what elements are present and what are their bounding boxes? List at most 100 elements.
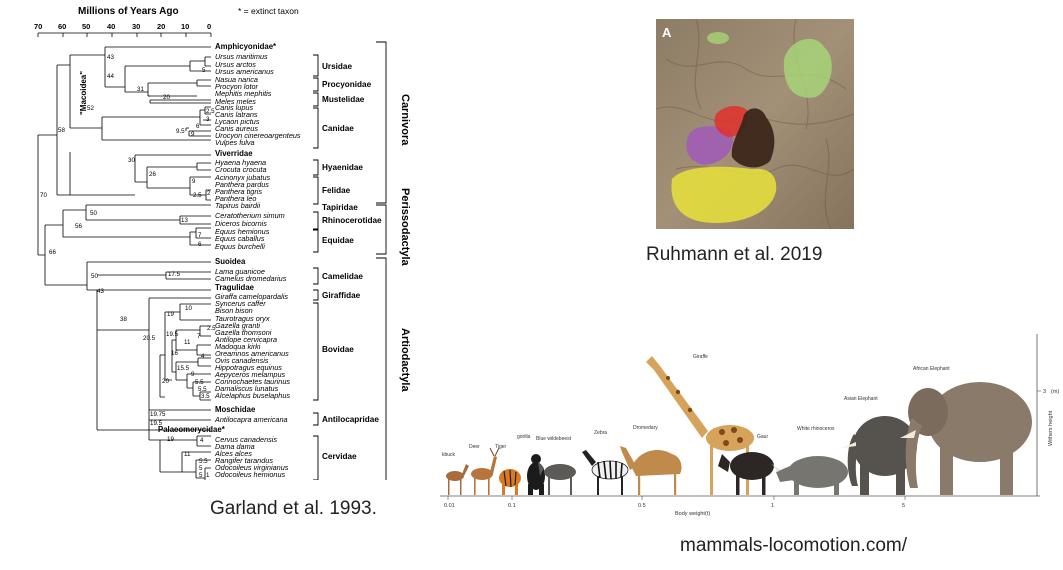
family-label: Camelidae [322, 272, 363, 281]
family-label: Canidae [322, 124, 354, 133]
family-labels: Ursidae Procyonidae Mustelidae Canidae H… [322, 62, 382, 461]
node-label: 26 [149, 171, 156, 178]
taxon-label: Odocoileus virginianus [215, 463, 289, 472]
springbok-figure [446, 464, 469, 495]
node-label: 5.5 [195, 379, 204, 386]
taxon-label: Ursus arctos [215, 60, 256, 69]
node-label: 10 [185, 305, 192, 312]
family-label: Felidae [322, 186, 351, 195]
node-label: 20.5 [143, 335, 156, 342]
node-label: 19.5 [150, 420, 163, 427]
animal-label: Giraffe [693, 354, 708, 360]
taxon-label: Rangifer tarandus [215, 456, 273, 465]
x-tick-label: 0.01 [444, 503, 455, 509]
family-label: Tapiridae [322, 203, 358, 212]
node-label: 3 [206, 116, 210, 123]
taxon-label: Crocuta crocuta [215, 165, 267, 174]
taxon-label: Antilope cervicapra [214, 335, 277, 344]
taxon-label: Panthera pardus [215, 180, 269, 189]
node-label: 50 [90, 210, 97, 217]
node-label: 5.5 [198, 386, 207, 393]
family-label: Cervidae [322, 452, 357, 461]
node-label: 11 [184, 339, 191, 346]
asian-elephant-figure [842, 416, 917, 495]
node-label: 17.5 [168, 271, 181, 278]
node-label: 5.5 [199, 458, 208, 465]
taxon-label: Madoqua kirki [215, 342, 261, 351]
tree-branches [37, 46, 211, 480]
macoidea-label: "Macoidea" [79, 71, 88, 115]
tick-label: 60 [58, 22, 66, 31]
taxon-label: Hippotragus equinus [215, 363, 282, 372]
family-label: Procyonidae [322, 80, 372, 89]
tick-label: 70 [34, 22, 42, 31]
dark-region [731, 108, 775, 168]
taxon-label: Hyaena hyaena [215, 158, 266, 167]
taxon-label: Alcelaphus buselaphus [214, 391, 290, 400]
tick-label: 0 [207, 22, 211, 31]
taxon-label: Acinonyx jubatus [214, 173, 271, 182]
taxon-label: Connochaetes taurinus [215, 377, 290, 386]
taxon-label: Bison bison [215, 306, 253, 315]
taxon-labels: Amphicyonidae* Ursus maritimus Ursus arc… [158, 42, 301, 479]
order-label: Perissodactyla [399, 188, 411, 267]
taxon-label: Meles meles [215, 97, 256, 106]
node-label: 9 [192, 178, 196, 185]
node-label: 5 [199, 465, 203, 472]
node-label: 38 [120, 316, 127, 323]
taxon-label: Gazella granti [215, 321, 260, 330]
taxon-label: Panthera leo [215, 194, 256, 203]
taxon-label: Ovis canadensis [215, 356, 269, 365]
x-tick-label: 1 [771, 503, 774, 509]
taxon-label: Alces alces [214, 449, 252, 458]
tick-label: 10 [181, 22, 189, 31]
taxon-label: Mephitis mephitis [215, 89, 272, 98]
taxon-label: Tragulidae [215, 283, 255, 292]
taxon-label: Oreamnos americanus [215, 349, 289, 358]
ruhmann-caption: Ruhmann et al. 2019 [646, 244, 823, 265]
node-label: 19 [167, 311, 174, 318]
node-label: 43 [107, 54, 114, 61]
purple-region [686, 126, 733, 165]
node-label: 5 [202, 67, 206, 74]
taxon-label: Ceratotherium simum [215, 211, 285, 220]
node-label: 1 [206, 472, 210, 479]
taxon-label: Aepyceros melampus [214, 370, 286, 379]
family-label: Antilocapridae [322, 415, 379, 424]
node-label: 6 [198, 241, 202, 248]
taxon-label: Odocoileus hemionus [215, 470, 286, 479]
node-label: 19 [167, 436, 174, 443]
node-label: 15.5 [177, 365, 190, 372]
green-region-small [707, 32, 729, 44]
node-label: 19.5 [166, 331, 179, 338]
node-label: 2.5 [207, 325, 216, 332]
order-label: Carnivora [399, 94, 411, 146]
dromedary-figure [620, 446, 682, 495]
axis-line [37, 32, 212, 37]
x-tick-label: 0.5 [638, 503, 646, 509]
node-label: 2.5 [206, 108, 215, 115]
animal-label: kbuck [442, 452, 456, 458]
y-unit-label: (m) [1051, 389, 1059, 395]
taxon-label: Ursus maritimus [215, 52, 268, 61]
taxon-label: Giraffa camelopardalis [215, 292, 288, 301]
family-label: Mustelidae [322, 95, 365, 104]
taxon-label: Suoidea [215, 257, 246, 266]
taxon-label: Syncerus caffer [215, 299, 266, 308]
locomotion-caption: mammals-locomotion.com/ [680, 535, 907, 556]
taxon-label: Amphicyonidae* [215, 42, 277, 51]
yellow-region [671, 166, 777, 223]
animal-label: Asian Elephant [844, 396, 878, 402]
taxon-label: Procyon lotor [215, 82, 259, 91]
order-label: Artiodactyla [399, 328, 411, 392]
node-label: 7 [197, 333, 201, 340]
node-label: 11 [184, 451, 191, 458]
taxon-label: Nasua narica [215, 75, 258, 84]
node-label: 9 [191, 371, 195, 378]
tiger-figure [499, 469, 521, 495]
animal-label: African Elephant [913, 366, 950, 372]
taxon-label: Camelus dromedarius [215, 274, 287, 283]
animal-label: Dromedary [633, 425, 658, 431]
family-label: Rhinocerotidae [322, 216, 382, 225]
taxon-label: Lycaon pictus [215, 117, 260, 126]
